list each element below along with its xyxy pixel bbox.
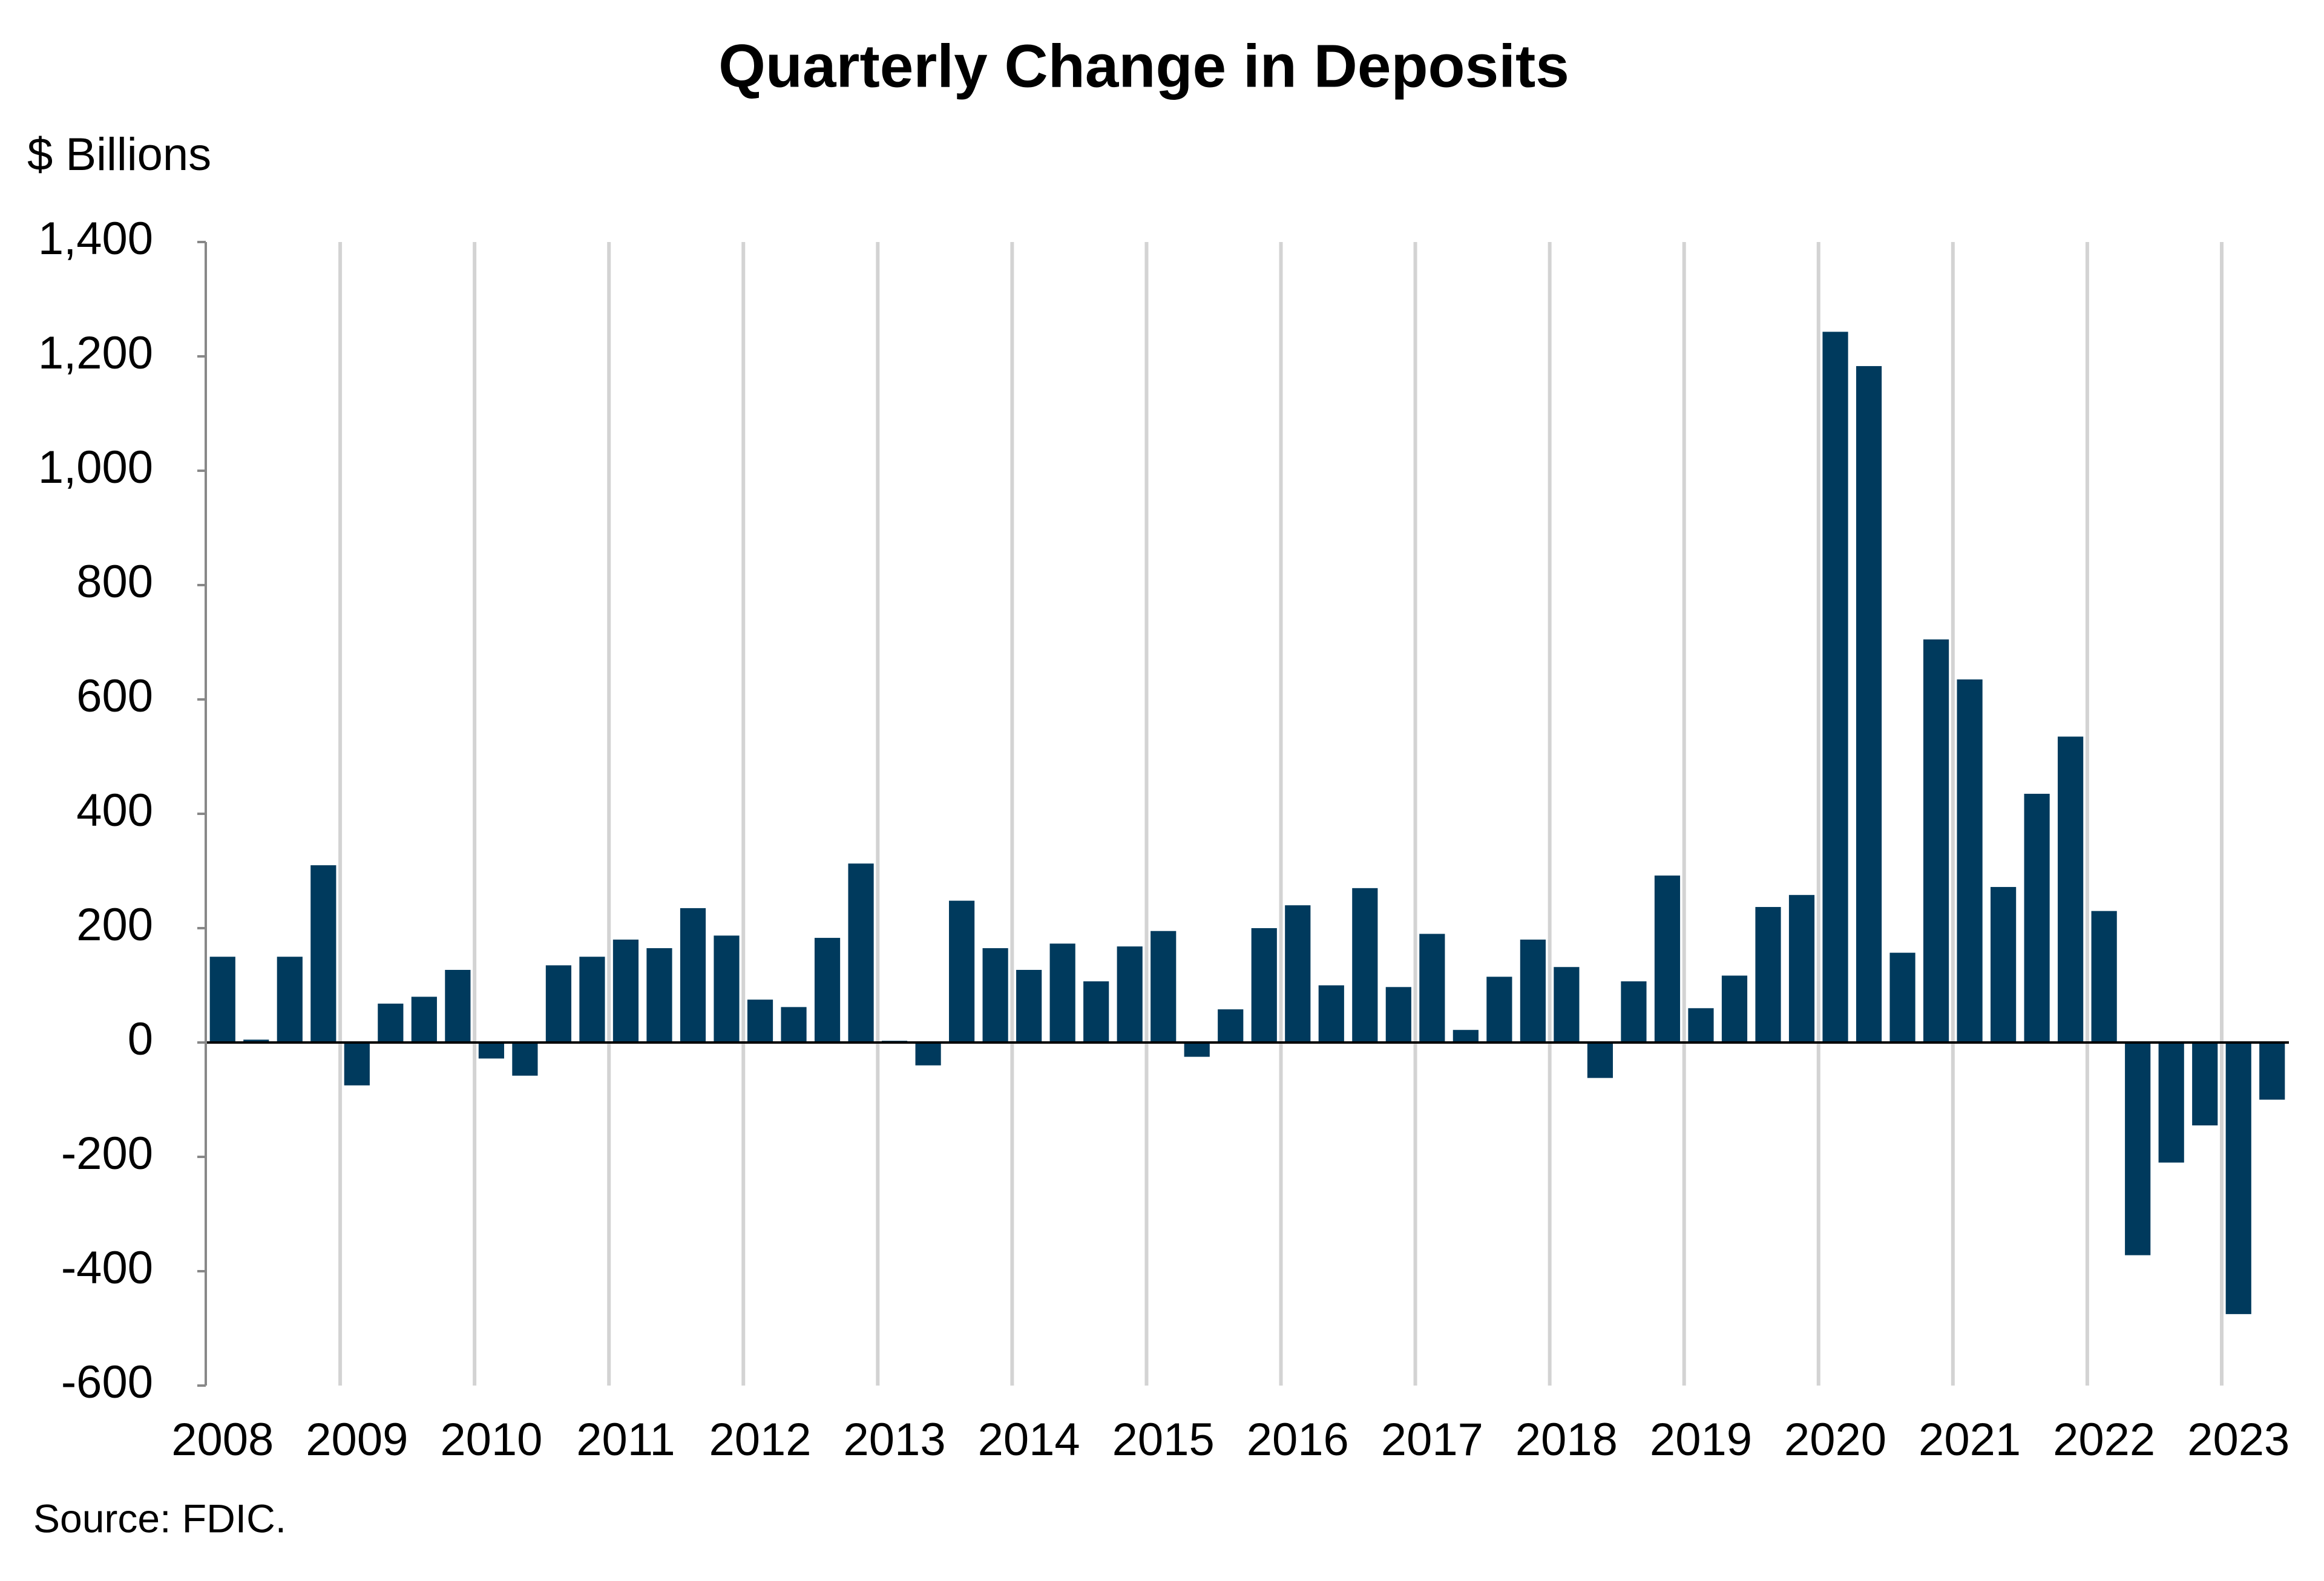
bar (2058, 736, 2084, 1043)
x-tick-label: 2011 (576, 1414, 675, 1465)
bar (2125, 1043, 2151, 1255)
bar (915, 1043, 941, 1065)
bar (1957, 679, 1983, 1043)
x-tick-label: 2020 (1784, 1414, 1886, 1465)
y-tick-label: 400 (76, 785, 153, 836)
bar (1083, 981, 1109, 1043)
bar (243, 1039, 269, 1043)
bar (277, 957, 303, 1043)
bar (1184, 1043, 1210, 1057)
x-tick-label: 2015 (1112, 1414, 1215, 1465)
x-tick-label: 2018 (1515, 1414, 1618, 1465)
bar (747, 1000, 773, 1043)
x-tick-label: 2010 (440, 1414, 542, 1465)
bar (1352, 888, 1378, 1043)
x-tick-label: 2014 (978, 1414, 1080, 1465)
y-axis-label: $ Billions (27, 129, 211, 180)
source-note: Source: FDIC. (33, 1496, 286, 1540)
y-tick-label: -400 (61, 1242, 153, 1294)
bar (1218, 1009, 1244, 1043)
bar (612, 939, 639, 1043)
chart-title: Quarterly Change in Deposits (718, 32, 1569, 100)
x-tick-label: 2019 (1650, 1414, 1752, 1465)
bar (2158, 1043, 2184, 1163)
bar (1016, 969, 1042, 1043)
bar (714, 935, 740, 1043)
bar (1318, 985, 1344, 1043)
bar (478, 1043, 504, 1059)
x-tick-label: 2012 (709, 1414, 811, 1465)
bar (680, 908, 706, 1043)
bar (1587, 1043, 1613, 1078)
bar (1755, 907, 1781, 1043)
bar (1621, 981, 1647, 1043)
bar (512, 1043, 538, 1076)
bar (1654, 876, 1681, 1043)
bar (1554, 967, 1580, 1043)
bar (2225, 1043, 2251, 1314)
bar (781, 1007, 807, 1043)
y-tick-label: 1,200 (38, 327, 153, 379)
bar (445, 969, 471, 1043)
bar (1688, 1008, 1714, 1043)
x-tick-label: 2022 (2053, 1414, 2155, 1465)
y-tick-label: 200 (76, 899, 153, 951)
y-tick-label: 1,000 (38, 442, 153, 493)
bar (2091, 911, 2117, 1043)
bar (949, 900, 975, 1043)
bar (1452, 1030, 1479, 1043)
bar (378, 1003, 404, 1043)
bar (646, 948, 672, 1043)
bar (814, 938, 841, 1043)
y-tick-label: -200 (61, 1128, 153, 1179)
bar (1991, 886, 2017, 1043)
y-tick-label: 0 (128, 1013, 153, 1065)
bar (1419, 934, 1445, 1043)
y-tick-label: -600 (61, 1357, 153, 1408)
x-tick-label: 2013 (844, 1414, 946, 1465)
bar (2192, 1043, 2218, 1126)
bar (2024, 793, 2050, 1043)
x-tick-label: 2008 (171, 1414, 274, 1465)
y-tick-label: 1,400 (38, 213, 153, 264)
bar (1721, 975, 1748, 1043)
bar (848, 863, 874, 1043)
bar (2259, 1043, 2285, 1100)
bar (1117, 946, 1143, 1043)
bar (1486, 977, 1512, 1043)
bar (1049, 943, 1075, 1043)
bar (1385, 987, 1411, 1043)
x-tick-label: 2017 (1381, 1414, 1483, 1465)
bar (545, 965, 572, 1043)
bar (310, 865, 336, 1043)
bar (1856, 366, 1882, 1043)
bar (1788, 895, 1815, 1043)
bar (1889, 952, 1915, 1043)
bar (1151, 931, 1177, 1043)
x-tick-label: 2023 (2187, 1414, 2290, 1465)
y-tick-label: 800 (76, 556, 153, 607)
y-tick-label: 600 (76, 670, 153, 722)
bar (1520, 939, 1546, 1043)
bar (1251, 928, 1277, 1043)
bar (209, 957, 235, 1043)
x-tick-label: 2021 (1919, 1414, 2021, 1465)
bar (1923, 639, 1949, 1043)
bar (982, 948, 1008, 1043)
x-tick-label: 2016 (1247, 1414, 1349, 1465)
bar (344, 1043, 370, 1085)
x-tick-label: 2009 (306, 1414, 408, 1465)
bar (1822, 332, 1848, 1043)
bar (1285, 905, 1311, 1043)
bar (411, 997, 437, 1043)
bar (579, 957, 605, 1043)
